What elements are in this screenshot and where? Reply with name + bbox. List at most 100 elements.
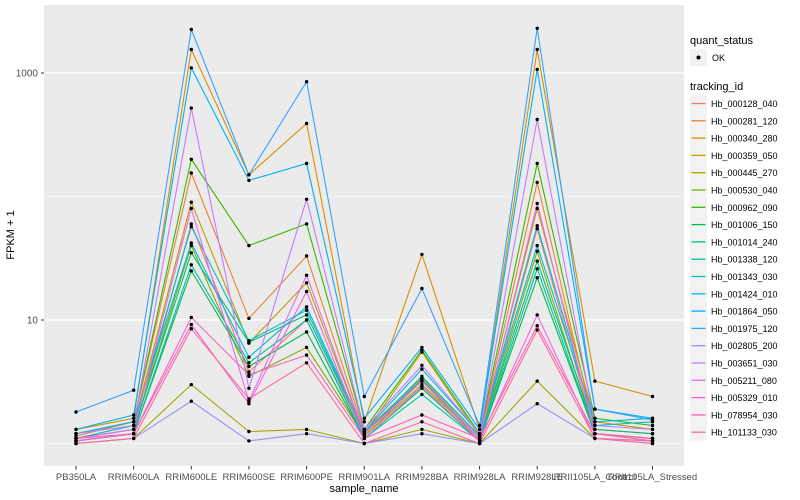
data-point: [132, 423, 136, 428]
data-point: [247, 402, 251, 406]
data-point: [535, 324, 539, 328]
legend-item: Hb_001864_050: [690, 302, 778, 320]
data-point: [650, 436, 655, 441]
data-point: [477, 423, 482, 428]
data-point: [650, 427, 655, 432]
data-point: [189, 171, 193, 175]
data-point: [420, 420, 424, 424]
legend-item: Hb_000281_120: [690, 112, 778, 130]
data-point: [535, 259, 539, 263]
legend-item: Hb_000530_040: [690, 181, 778, 199]
data-point: [420, 392, 424, 397]
data-point: [420, 348, 424, 352]
data-point: [189, 243, 193, 248]
data-point: [593, 416, 597, 420]
legend-item-label: Hb_000281_120: [711, 116, 778, 126]
data-point: [304, 308, 309, 312]
legend-item-label: Hb_000340_280: [711, 134, 778, 144]
data-point: [362, 432, 366, 436]
data-point: [535, 201, 539, 206]
data-point: [304, 121, 309, 126]
legend-title-tracking-id: tracking_id: [690, 81, 743, 93]
data-point: [420, 363, 424, 367]
legend-item: Hb_001338_120: [690, 250, 778, 268]
data-point: [593, 423, 597, 428]
data-point: [420, 384, 424, 389]
data-point: [535, 402, 539, 406]
legend-item: Hb_000359_050: [690, 146, 778, 164]
data-point: [535, 328, 539, 332]
data-point: [535, 117, 539, 122]
data-point: [247, 370, 251, 374]
data-point: [304, 273, 309, 277]
data-point: [420, 367, 424, 371]
data-point: [189, 382, 193, 387]
data-point: [132, 413, 136, 417]
legend-item: Hb_002805_200: [690, 337, 778, 355]
data-point: [189, 200, 193, 204]
data-point: [535, 67, 539, 72]
data-point: [189, 47, 193, 52]
data-point: [362, 427, 366, 432]
data-point: [74, 441, 78, 446]
ok-point-marker-icon: [696, 55, 701, 60]
data-point: [247, 386, 251, 390]
data-point: [420, 374, 424, 378]
legend-label-ok: OK: [712, 53, 725, 63]
data-point: [189, 327, 193, 331]
data-point: [74, 439, 78, 443]
legend-item-label: Hb_101133_030: [711, 428, 777, 438]
data-point: [362, 436, 366, 441]
data-point: [477, 441, 482, 446]
data-point: [420, 413, 424, 417]
data-point: [304, 318, 309, 322]
data-point: [189, 66, 193, 70]
data-point: [189, 322, 193, 327]
data-point: [247, 373, 251, 377]
data-point: [304, 353, 309, 357]
data-point: [420, 345, 424, 350]
data-point: [74, 410, 78, 414]
data-point: [247, 316, 251, 321]
x-tick-label: RRIM928BA: [395, 472, 448, 483]
legend-item: Hb_101133_030: [690, 423, 777, 441]
data-point: [477, 436, 482, 441]
data-point: [593, 379, 597, 383]
data-point: [304, 222, 309, 226]
data-point: [650, 423, 655, 428]
data-point: [74, 436, 78, 441]
data-point: [247, 243, 251, 248]
data-point: [535, 276, 539, 280]
legend-item-label: Hb_001424_010: [711, 289, 778, 299]
data-point: [132, 427, 136, 432]
chart-panel: [44, 5, 684, 466]
legend-entries: Hb_000128_040 Hb_000281_120 Hb_000340_280 H…: [690, 95, 778, 441]
data-point: [593, 427, 597, 432]
data-point: [304, 427, 309, 432]
data-point: [535, 224, 539, 228]
data-point: [535, 161, 539, 166]
data-point: [132, 416, 136, 420]
legend-item-label: Hb_001006_150: [711, 220, 778, 230]
legend-title-quant-status: quant_status: [690, 35, 753, 47]
data-point: [535, 379, 539, 383]
x-axis-title: sample_name: [329, 483, 398, 495]
legend-item-label: Hb_001338_120: [711, 255, 778, 265]
legend-item-label: Hb_005211_080: [711, 376, 777, 386]
legend-item: Hb_000340_280: [690, 129, 778, 147]
data-point: [247, 439, 251, 443]
x-tick-label: RRIM928LE: [511, 472, 563, 483]
legend-item: Hb_000962_090: [690, 198, 778, 216]
data-point: [189, 263, 193, 267]
legend: quant_status OK tracking_id Hb_000128_04…: [690, 35, 778, 441]
data-point: [420, 427, 424, 432]
x-tick-label: RRII105LA_Stressed: [608, 472, 697, 483]
data-point: [535, 206, 539, 211]
data-point: [189, 251, 193, 255]
data-point: [247, 339, 251, 343]
legend-item-label: Hb_000359_050: [711, 151, 778, 161]
x-tick-label: RRIM928LA: [454, 472, 506, 483]
legend-item-label: Hb_001014_240: [711, 237, 778, 247]
legend-item-label: Hb_002805_200: [711, 341, 778, 351]
data-point: [535, 267, 539, 271]
